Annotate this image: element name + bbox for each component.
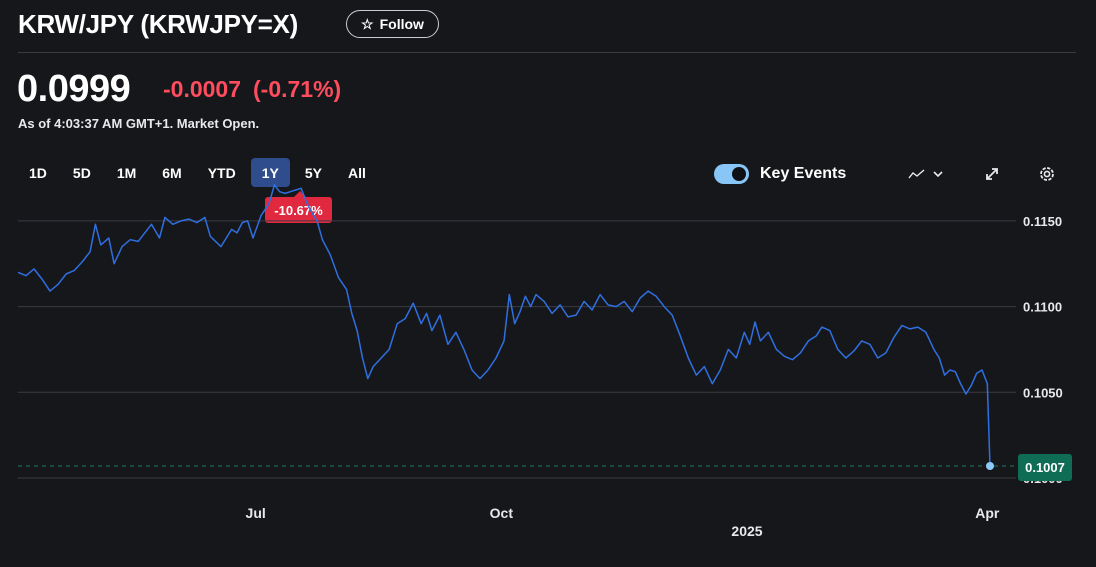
last-point-marker: [986, 462, 994, 470]
key-events-label: Key Events: [760, 165, 847, 182]
range-ytd-button[interactable]: YTD: [207, 164, 236, 181]
follow-button[interactable]: ☆ Follow: [346, 10, 439, 38]
range-1m-button[interactable]: 1M: [116, 164, 137, 181]
y-tick-label: 0.1150: [1023, 214, 1062, 229]
range-all-button[interactable]: All: [347, 164, 366, 181]
header-divider: [18, 52, 1076, 53]
change-value: -0.0007: [163, 76, 242, 102]
y-tick-label: 0.1100: [1023, 300, 1062, 315]
range-performance-badge: -10.67%: [265, 191, 332, 223]
change-percent: (-0.71%): [253, 76, 342, 102]
x-tick-label: Apr: [975, 505, 1000, 521]
price-series-line: [17, 184, 991, 467]
range-5y-button[interactable]: 5Y: [304, 164, 322, 181]
toggle-switch[interactable]: [714, 164, 749, 184]
range-selector: 1D 5D 1M 6M YTD 1Y 5Y All: [18, 158, 381, 187]
quote-timestamp: As of 4:03:37 AM GMT+1. Market Open.: [18, 116, 260, 131]
x-tick-label: Jul: [246, 505, 266, 521]
line-chart-icon[interactable]: [905, 162, 945, 186]
page-title: KRW/JPY (KRWJPY=X): [18, 9, 298, 39]
star-icon: ☆: [361, 15, 374, 32]
y-tick-label: 0.1050: [1023, 385, 1063, 400]
x-tick-label: 2025: [731, 523, 762, 539]
range-1d-button[interactable]: 1D: [29, 164, 47, 181]
gear-icon[interactable]: [1036, 162, 1058, 186]
price-change: -0.0007 (-0.71%): [163, 76, 341, 103]
expand-icon[interactable]: [982, 162, 1002, 186]
x-tick-label: Oct: [490, 505, 514, 521]
range-1y-button[interactable]: 1Y: [250, 158, 290, 187]
key-events-toggle[interactable]: Key Events: [714, 164, 846, 184]
range-5d-button[interactable]: 5D: [72, 164, 91, 181]
current-price: 0.0999: [17, 68, 131, 110]
follow-label: Follow: [379, 16, 424, 32]
last-price-label: 0.1007: [1018, 454, 1072, 481]
range-6m-button[interactable]: 6M: [162, 164, 182, 181]
